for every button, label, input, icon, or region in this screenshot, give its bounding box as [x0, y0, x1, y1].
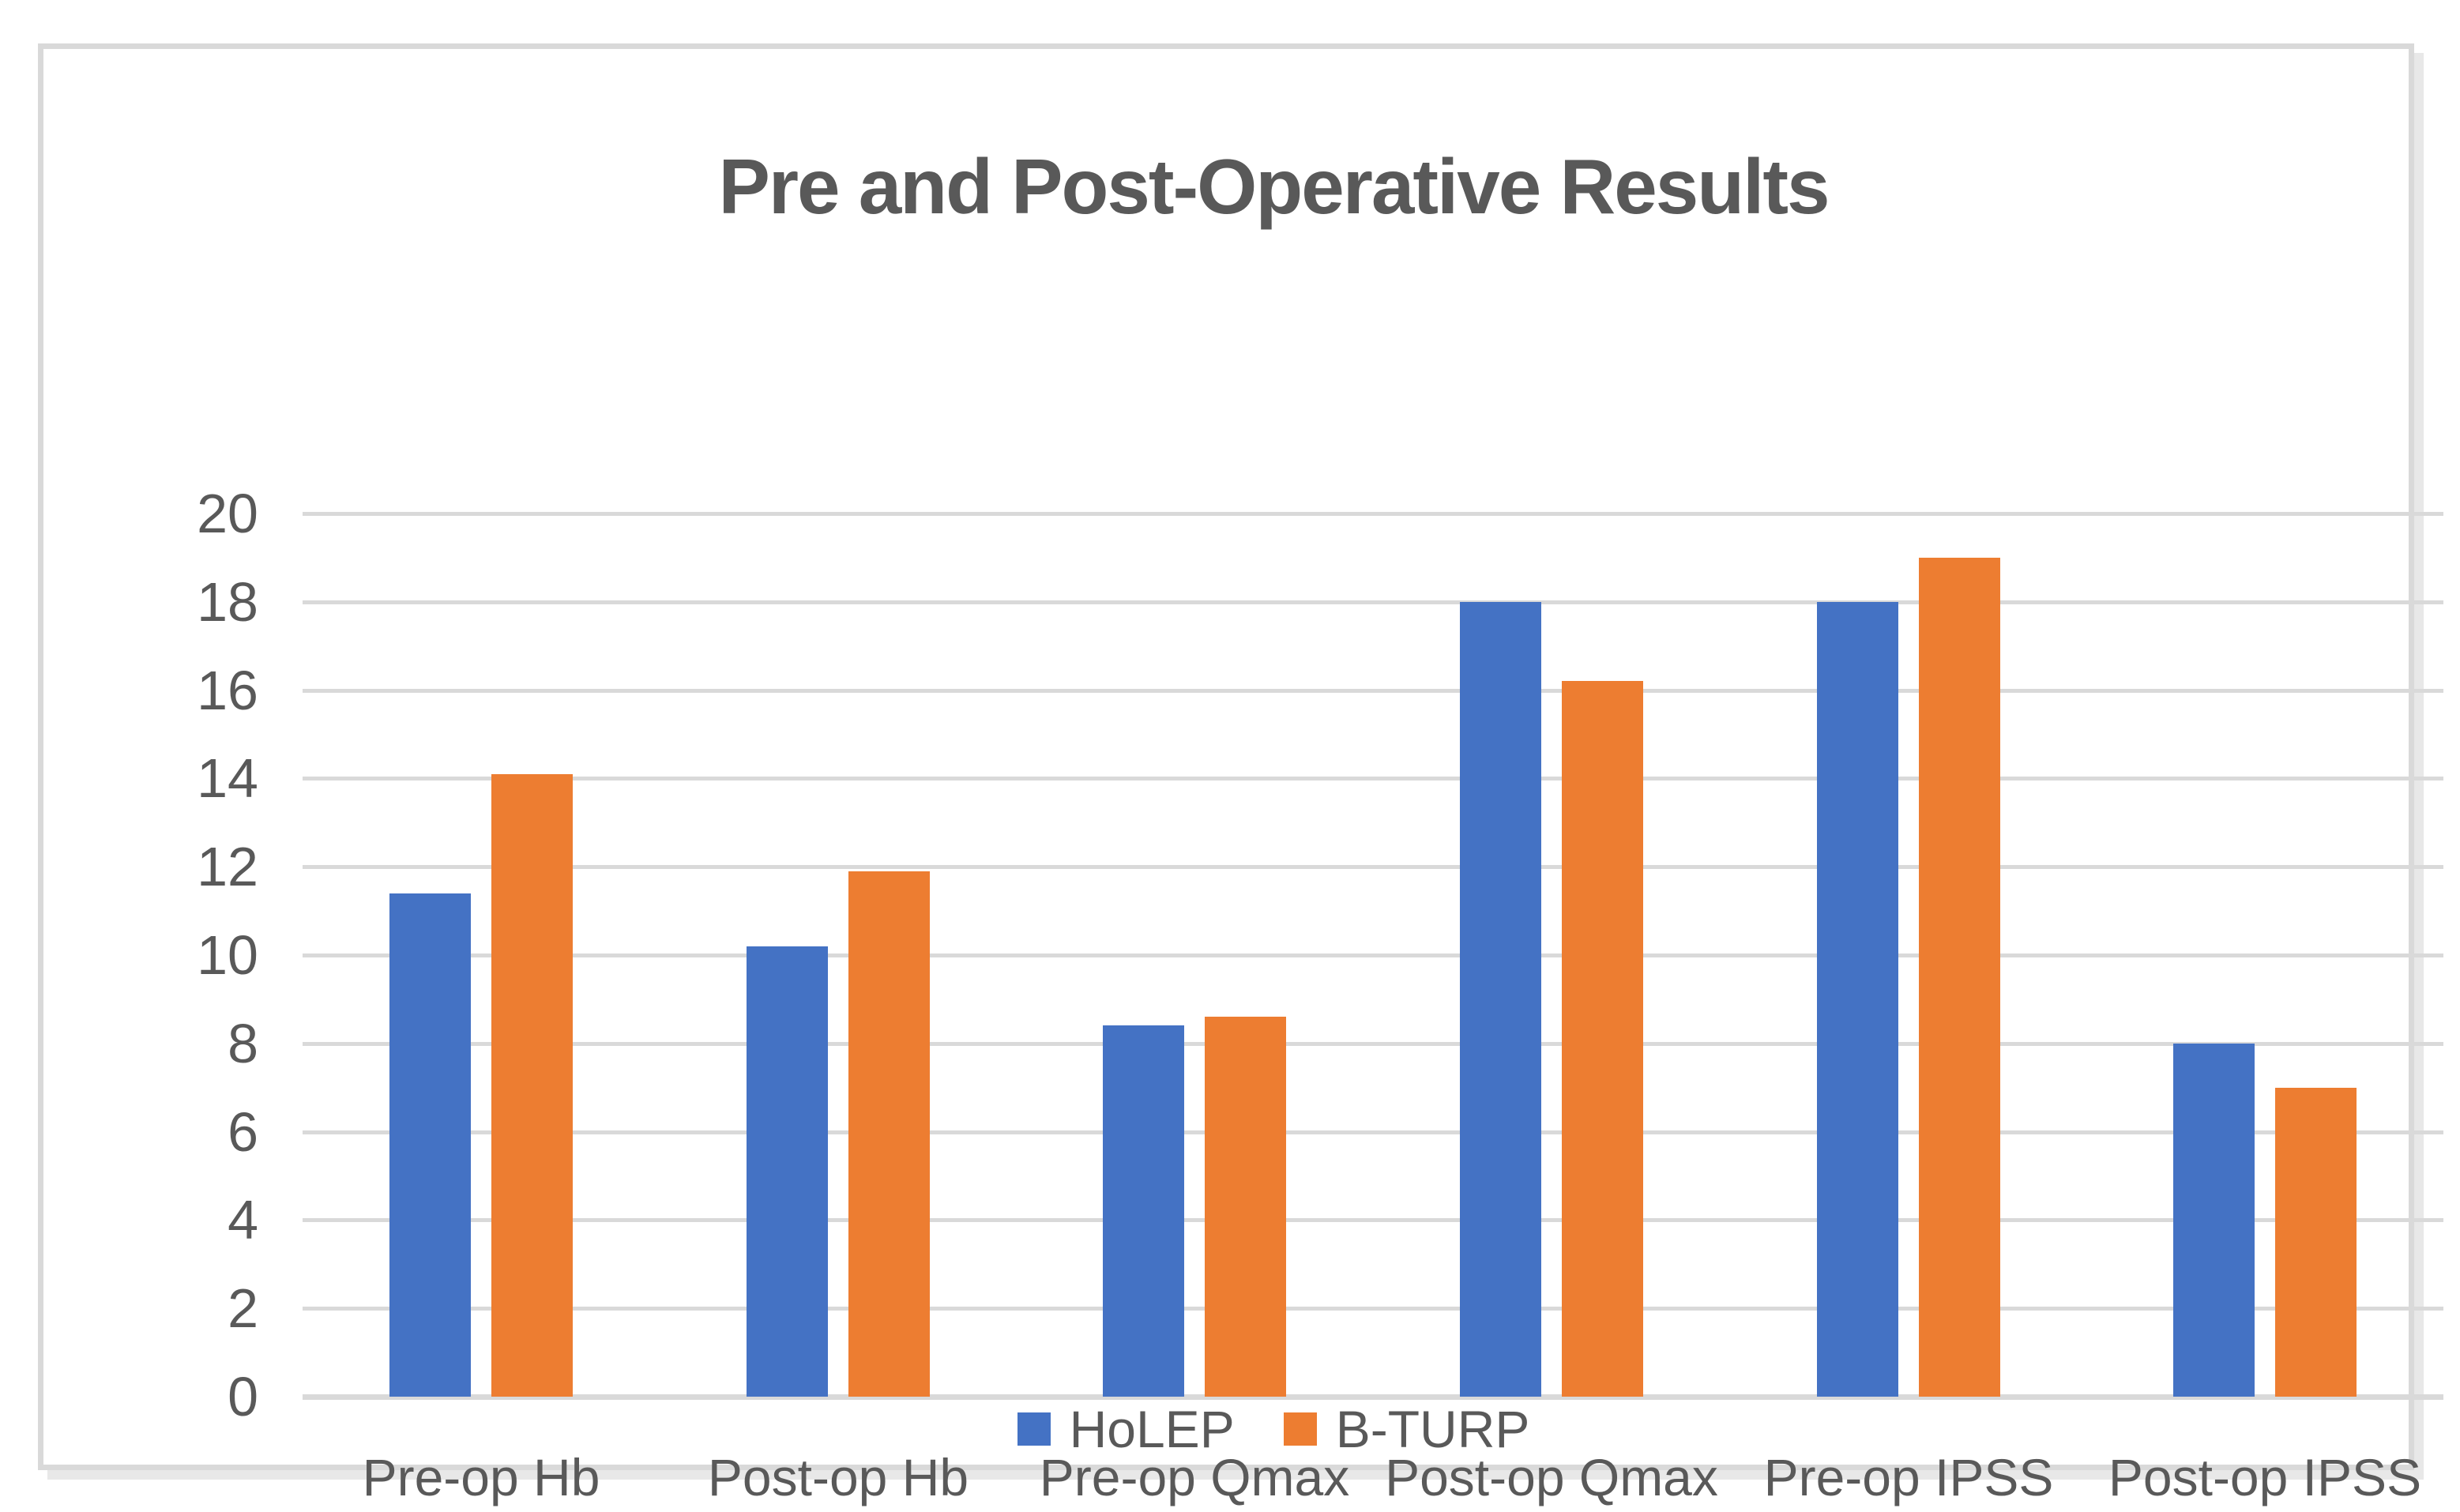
gridline: [303, 865, 2443, 869]
chart-title: Pre and Post-Operative Results: [718, 143, 1830, 230]
y-tick-label: 12: [197, 836, 258, 897]
gridline: [303, 953, 2443, 957]
gridline: [303, 777, 2443, 780]
bar-b-turp-4: [1562, 681, 1643, 1397]
legend-label: HoLEP: [1069, 1400, 1235, 1458]
x-category-label: Pre-op Qmax: [1039, 1448, 1350, 1506]
bar-b-turp-1: [491, 774, 573, 1397]
gridline: [303, 1042, 2443, 1046]
legend-item: HoLEP: [1017, 1401, 1235, 1457]
chart-frame: Pre and Post-Operative Results 0 2 4 6 8 10 12…: [38, 43, 2443, 1506]
x-category-label: Pre-op Hb: [362, 1448, 600, 1506]
x-category-label: Post-op Qmax: [1385, 1448, 1718, 1506]
bar-holep-6: [2173, 1044, 2255, 1397]
y-tick-label: 4: [228, 1189, 258, 1251]
gridline: [303, 600, 2443, 604]
bar-b-turp-3: [1205, 1017, 1286, 1397]
y-tick-label: 16: [197, 660, 258, 721]
bar-holep-2: [747, 946, 828, 1397]
y-tick-label: 14: [197, 747, 258, 809]
x-category-label: Post-op IPSS: [2108, 1448, 2422, 1506]
y-tick-label: 2: [228, 1277, 258, 1339]
y-tick-label: 10: [197, 924, 258, 986]
legend-swatch-icon: [1283, 1412, 1317, 1446]
x-axis-line: [303, 1394, 2443, 1400]
bar-holep-1: [389, 893, 471, 1397]
legend-swatch-icon: [1017, 1412, 1051, 1446]
legend-label: B-TURP: [1335, 1400, 1530, 1458]
gridline: [303, 1130, 2443, 1134]
bar-holep-5: [1817, 602, 1898, 1397]
legend: HoLEP B-TURP: [43, 1401, 2460, 1457]
bar-b-turp-2: [848, 871, 930, 1397]
gridline: [303, 1307, 2443, 1311]
gridline: [303, 689, 2443, 693]
x-category-label: Post-op Hb: [707, 1448, 969, 1506]
bar-holep-3: [1103, 1025, 1184, 1397]
y-tick-label: 20: [197, 483, 258, 544]
gridline: [303, 1218, 2443, 1222]
y-tick-label: 8: [228, 1013, 258, 1074]
y-tick-label: 6: [228, 1101, 258, 1163]
bar-holep-4: [1460, 602, 1541, 1397]
bar-b-turp-6: [2275, 1088, 2357, 1397]
y-tick-label: 0: [228, 1366, 258, 1427]
gridline: [303, 512, 2443, 516]
y-tick-label: 18: [197, 571, 258, 633]
bar-b-turp-5: [1919, 558, 2000, 1397]
x-category-label: Pre-op IPSS: [1763, 1448, 2054, 1506]
legend-item: B-TURP: [1283, 1400, 1530, 1458]
